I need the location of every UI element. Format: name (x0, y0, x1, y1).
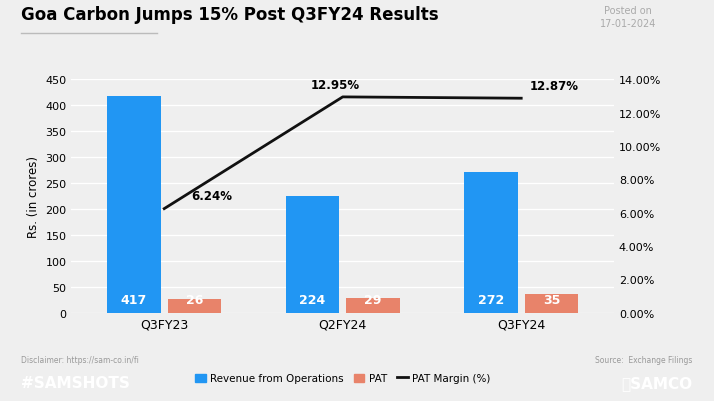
Text: 35: 35 (543, 294, 560, 307)
Text: 12.95%: 12.95% (311, 79, 360, 91)
Bar (107, 97, 161, 313)
Text: 12.87%: 12.87% (530, 80, 579, 93)
Y-axis label: Rs. (in crores): Rs. (in crores) (27, 156, 40, 237)
Text: ⒧SAMCO: ⒧SAMCO (621, 375, 693, 390)
Text: #SAMSHOTS: #SAMSHOTS (21, 375, 130, 390)
Bar (286, 197, 339, 313)
Bar (464, 172, 518, 313)
Text: 6.24%: 6.24% (191, 190, 232, 203)
Legend: Revenue from Operations, PAT, PAT Margin (%): Revenue from Operations, PAT, PAT Margin… (191, 369, 494, 387)
Text: 224: 224 (299, 294, 326, 307)
Text: 417: 417 (121, 294, 147, 307)
Text: Goa Carbon Jumps 15% Post Q3FY24 Results: Goa Carbon Jumps 15% Post Q3FY24 Results (21, 6, 439, 24)
Text: Posted on
17-01-2024: Posted on 17-01-2024 (600, 6, 656, 29)
Text: 272: 272 (478, 294, 504, 307)
Text: 29: 29 (364, 294, 382, 307)
Bar (168, 299, 221, 313)
Bar (525, 295, 578, 313)
Bar (346, 298, 400, 313)
Text: Disclaimer: https://sam-co.in/fi: Disclaimer: https://sam-co.in/fi (21, 355, 139, 364)
Text: Source:  Exchange Filings: Source: Exchange Filings (595, 355, 693, 364)
Text: 26: 26 (186, 294, 203, 307)
